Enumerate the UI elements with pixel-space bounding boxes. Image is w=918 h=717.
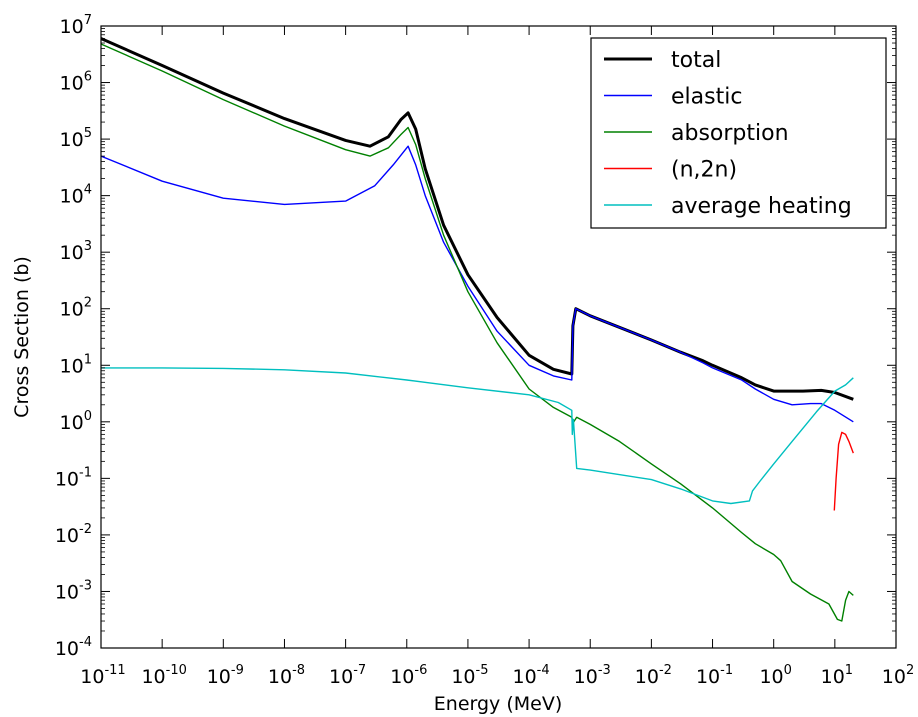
legend-label-3: (n,2n) <box>671 158 737 183</box>
y-tick-label: 101 <box>60 352 92 377</box>
x-tick-label: 102 <box>882 663 914 688</box>
x-tick-label: 10-8 <box>268 663 305 688</box>
y-tick-label: 10-3 <box>55 578 92 603</box>
x-tick-label: 10-2 <box>635 663 672 688</box>
legend: total elastic absorption (n,2n) average heat… <box>590 37 887 229</box>
x-tick-label: 10-9 <box>207 663 244 688</box>
x-tick-label: 10-7 <box>329 663 366 688</box>
series-layer <box>100 37 854 622</box>
y-axis-title: Cross Section (b) <box>11 256 33 418</box>
legend-label-4: average heating <box>671 194 852 219</box>
y-tick-label: 106 <box>60 70 92 95</box>
y-tick-label: 102 <box>60 296 92 321</box>
x-tick-label: 10-5 <box>451 663 488 688</box>
series-line-2 <box>100 43 854 622</box>
legend-label-2: absorption <box>671 121 789 146</box>
x-tick-label: 100 <box>759 663 791 688</box>
tick-layer: 10-11 10-10 10-9 10-8 10-7 10-6 10-5 10-4 10-3 10… <box>55 13 914 688</box>
x-tick-label: 10-4 <box>512 663 549 688</box>
x-tick-label: 10-3 <box>574 663 611 688</box>
x-tick-label: 10-1 <box>696 663 733 688</box>
y-tick-label: 107 <box>60 13 92 38</box>
series-line-1 <box>100 145 854 423</box>
x-axis-title: Energy (MeV) <box>434 693 562 715</box>
x-tick-label: 10-10 <box>141 663 186 688</box>
y-tick-label: 105 <box>60 126 92 151</box>
y-tick-label: 10-1 <box>55 465 92 490</box>
y-tick-label: 10-4 <box>55 635 92 660</box>
y-tick-label: 103 <box>60 239 92 264</box>
plot-frame <box>100 25 897 649</box>
y-tick-label: 10-2 <box>55 522 92 547</box>
legend-label-0: total <box>671 48 721 73</box>
x-tick-label: 101 <box>821 663 853 688</box>
y-tick-label: 100 <box>60 409 92 434</box>
series-line-0 <box>100 37 854 401</box>
legend-box <box>590 37 887 229</box>
series-line-4 <box>101 367 854 505</box>
x-tick-label: 10-6 <box>390 663 427 688</box>
series-line-3 <box>833 431 854 511</box>
y-tick-label: 104 <box>60 183 92 208</box>
x-tick-label: 10-11 <box>80 663 125 688</box>
legend-label-1: elastic <box>671 85 742 110</box>
